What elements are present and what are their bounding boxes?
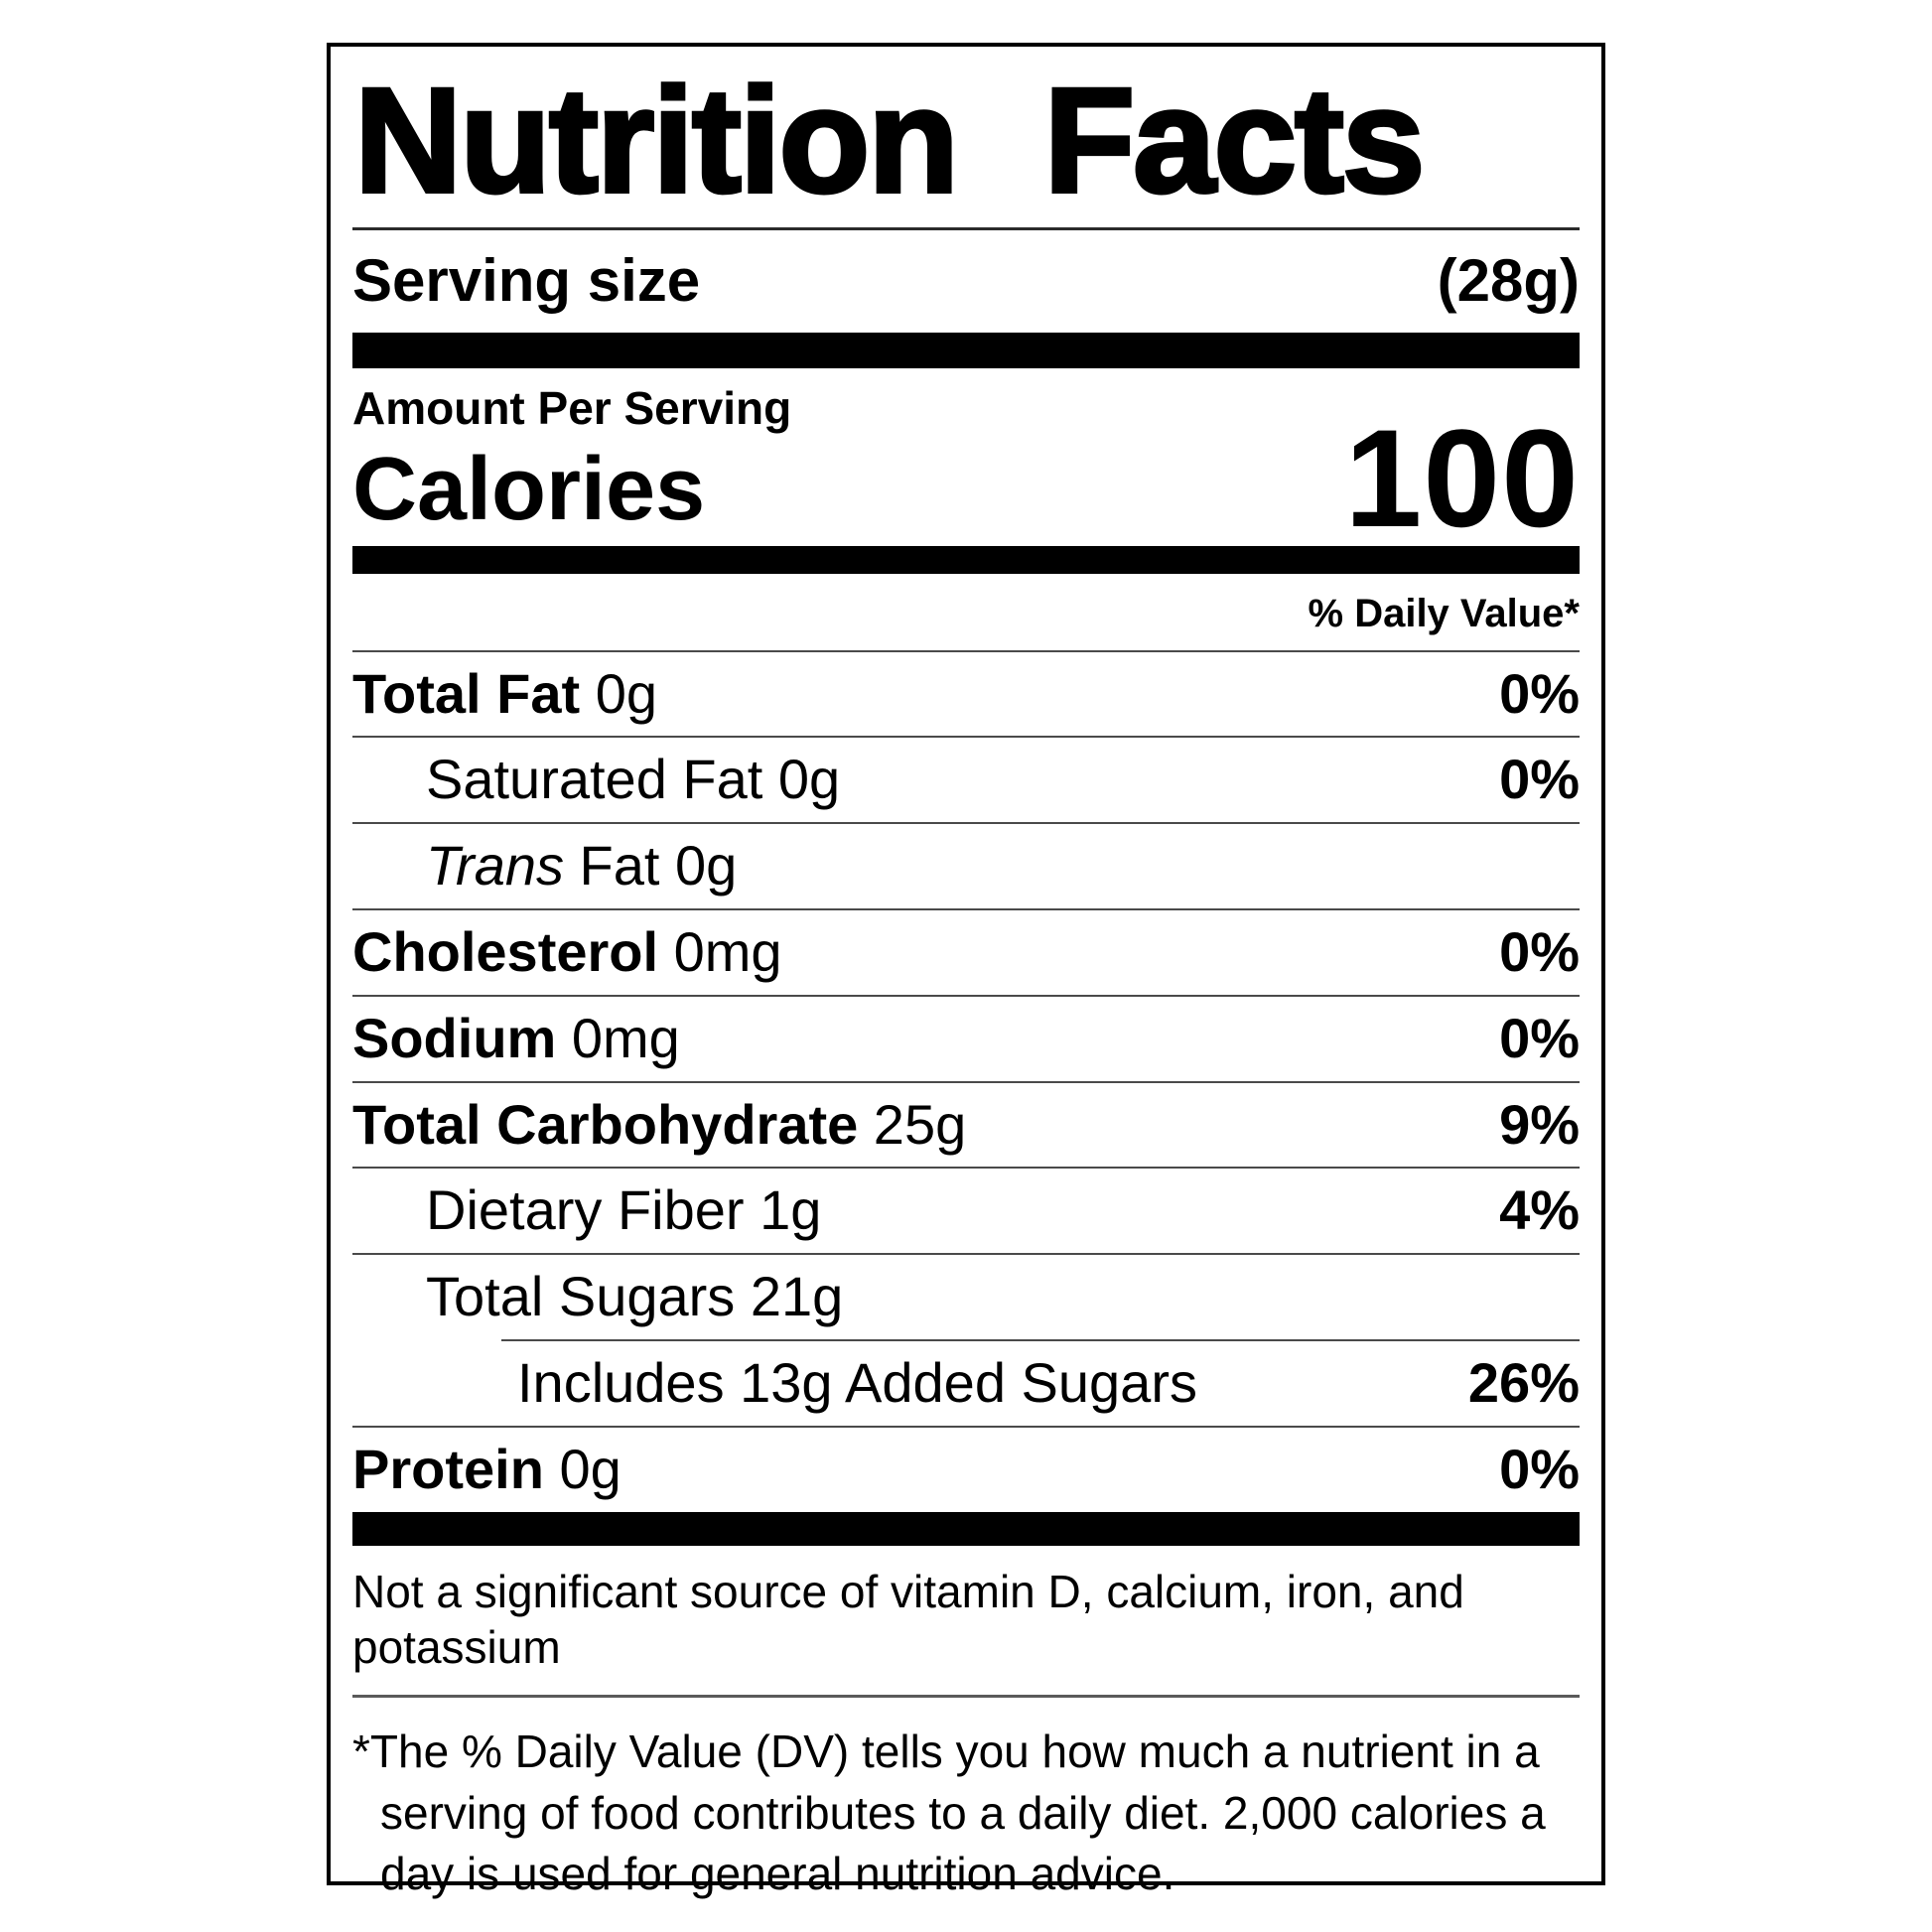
nutrient-name: Sodium (352, 1006, 557, 1069)
nutrient-name: Total Sugars (426, 1265, 736, 1328)
nutrient-name: Total Fat (352, 661, 581, 725)
nutrient-daily-value: 0% (1499, 1437, 1580, 1500)
thick-divider-after-protein (352, 1511, 1580, 1546)
nutrient-row-total-sugars: Total Sugars 21g (352, 1253, 1580, 1339)
nutrient-amount: 1g (744, 1178, 822, 1242)
nutrient-name: Protein (352, 1437, 544, 1500)
serving-size-label: Serving size (352, 247, 701, 314)
nutrient-name: Trans (426, 834, 564, 897)
nutrient-amount: Fat 0g (564, 834, 738, 897)
nutrient-row-cholesterol: Cholesterol 0mg 0% (352, 908, 1580, 995)
nutrient-row-saturated-fat: Saturated Fat 0g 0% (352, 736, 1580, 822)
amount-per-serving-label: Amount Per Serving (352, 382, 792, 434)
nutrient-amount: 0mg (556, 1006, 680, 1069)
nutrient-name: Total Carbohydrate (352, 1092, 859, 1156)
nutrient-daily-value: 9% (1499, 1092, 1580, 1156)
nutrient-daily-value: 4% (1499, 1178, 1580, 1242)
divider-above-footnote (352, 1694, 1580, 1698)
serving-size-row: Serving size (28g) (352, 230, 1580, 333)
nutrient-daily-value: 0% (1499, 748, 1580, 811)
nutrient-row-total-fat: Total Fat 0g 0% (352, 649, 1580, 737)
nutrient-row-protein: Protein 0g 0% (352, 1425, 1580, 1512)
nutrient-row-sodium: Sodium 0mg 0% (352, 994, 1580, 1081)
nutrient-amount: 25g (858, 1092, 967, 1156)
calories-left-column: Amount Per Serving Calories (352, 382, 791, 536)
nutrient-amount: 0mg (658, 920, 782, 984)
label-title: Nutrition Facts (352, 57, 1427, 223)
thick-divider-after-serving (352, 333, 1580, 368)
nutrient-rows-table: Total Fat 0g 0% Saturated Fat 0g 0% Trans Fa… (352, 649, 1580, 1512)
nutrient-name: Cholesterol (352, 920, 659, 984)
serving-size-value: (28g) (1437, 247, 1580, 314)
nutrient-row-total-carbohydrate: Total Carbohydrate 25g 9% (352, 1080, 1580, 1168)
nutrient-row-includes-13g-added-sugars: Includes 13g Added Sugars 26% (352, 1339, 1580, 1426)
nutrient-name: Saturated Fat (426, 748, 763, 811)
nutrition-facts-label: Nutrition Facts Serving size (28g) Amoun… (327, 43, 1605, 1899)
nutrient-row-trans: Trans Fat 0g (352, 822, 1580, 908)
divider-under-title (352, 227, 1580, 230)
daily-value-header: % Daily Value* (1308, 591, 1580, 635)
nutrient-daily-value: 0% (1499, 661, 1580, 725)
thick-divider-after-calories (352, 545, 1580, 574)
nutrient-daily-value: 0% (1499, 920, 1580, 984)
insignificant-source-note: Not a significant source of vitamin D, c… (352, 1565, 1464, 1673)
nutrient-daily-value: 0% (1499, 1006, 1580, 1069)
calories-value: 100 (1344, 399, 1580, 556)
nutrient-daily-value: 26% (1467, 1351, 1580, 1415)
nutrient-amount: 0g (762, 748, 841, 811)
nutrient-row-dietary-fiber: Dietary Fiber 1g 4% (352, 1167, 1580, 1253)
daily-value-footnote: *The % Daily Value (DV) tells you how mu… (352, 1725, 1546, 1900)
nutrient-amount: 0g (543, 1437, 621, 1500)
calories-label: Calories (352, 439, 706, 539)
nutrient-amount: 0g (580, 661, 658, 725)
nutrient-amount: 21g (735, 1265, 844, 1328)
nutrient-name: Dietary Fiber (426, 1178, 745, 1242)
calories-section: Amount Per Serving Calories 100 (352, 368, 1580, 556)
nutrient-name: Includes 13g Added Sugars (517, 1351, 1197, 1415)
